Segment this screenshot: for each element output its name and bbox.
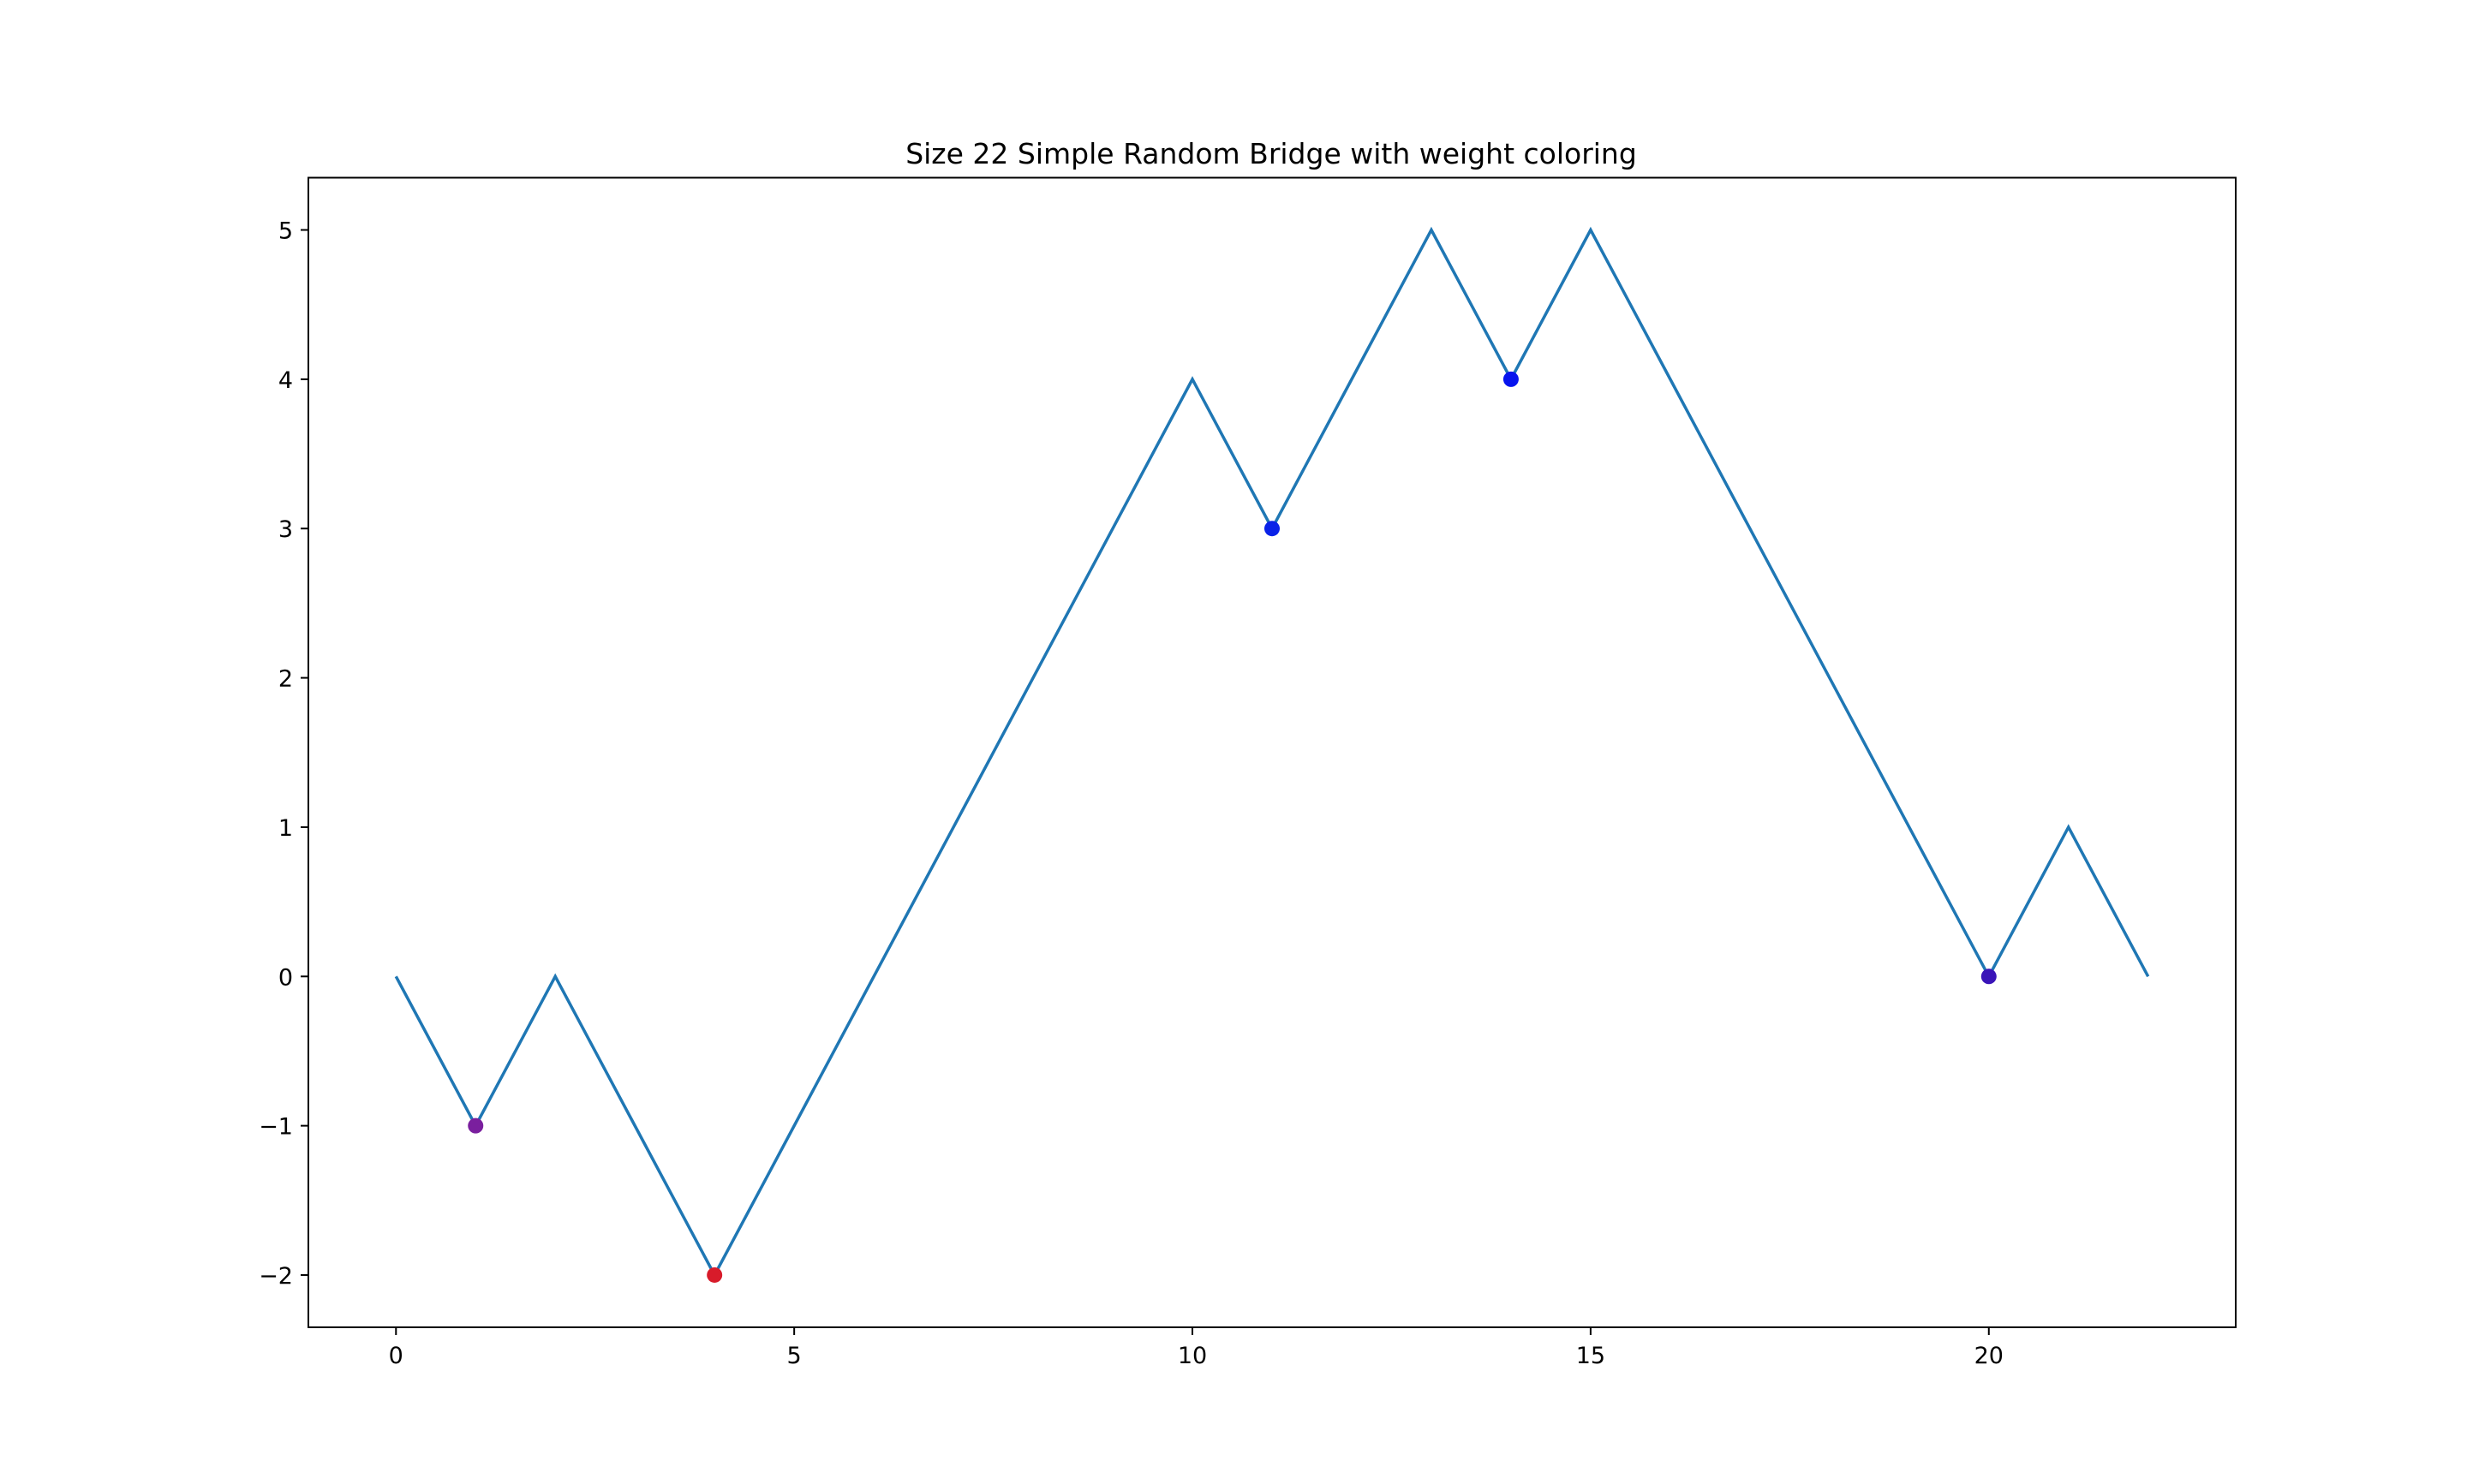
y-axis-ticks: −2 −1 0 1 2 3 4 5 [259, 218, 308, 1290]
y-tick-label: −2 [259, 1263, 293, 1290]
x-tick-label: 0 [389, 1343, 403, 1369]
plot-area-frame [308, 176, 2237, 1328]
y-tick-label: 3 [278, 516, 293, 543]
y-tick-label: 5 [278, 218, 293, 245]
x-axis-ticks: 0 5 10 15 20 [389, 1327, 2004, 1369]
y-tick-label: 0 [278, 964, 293, 991]
y-tick-label: −1 [259, 1114, 293, 1141]
weight-point [1502, 371, 1519, 387]
chart-title: Size 22 Simple Random Bridge with weight… [905, 137, 1637, 170]
x-tick-label: 10 [1178, 1343, 1207, 1369]
weight-point [707, 1266, 723, 1283]
weight-point [1264, 521, 1280, 537]
y-tick-label: 1 [278, 815, 293, 842]
x-tick-label: 5 [787, 1343, 802, 1369]
weight-point [468, 1117, 484, 1134]
points-layer [468, 371, 1997, 1283]
x-tick-label: 15 [1576, 1343, 1605, 1369]
x-tick-label: 20 [1974, 1343, 2004, 1369]
y-tick-label: 2 [278, 666, 293, 693]
weight-point [1980, 968, 1997, 985]
y-tick-label: 4 [278, 367, 293, 394]
